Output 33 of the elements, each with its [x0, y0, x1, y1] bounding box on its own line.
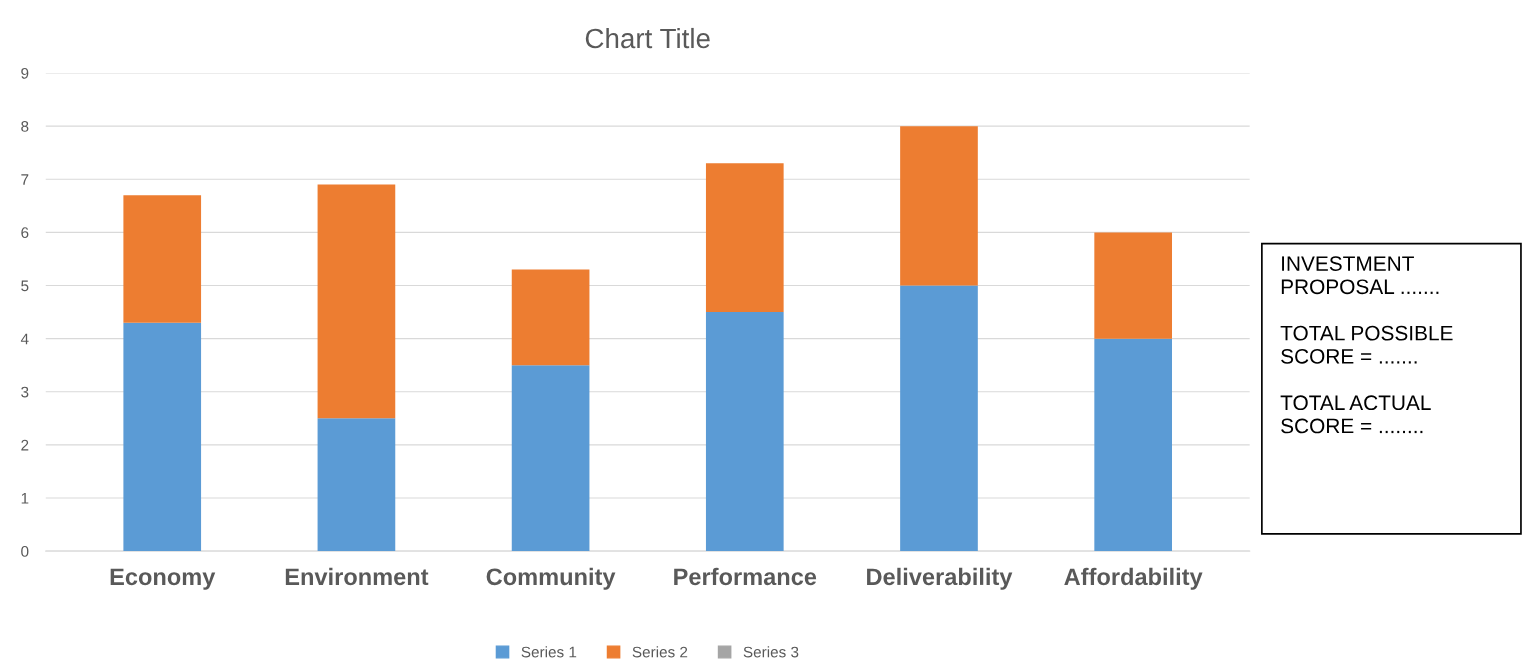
- text: INVESTMENT PROPOSAL ....... TOTAL POSSIBLE SCORE = ....... TOTAL ACTUAL SCORE = ........: [1280, 256, 1453, 434]
- x-tick-label: Deliverability: [867, 567, 1013, 590]
- bar: [1094, 232, 1173, 339]
- y-tick-label: 8: [21, 121, 29, 132]
- chart-title: Chart Title: [585, 27, 710, 49]
- x-tick-label: Performance: [674, 567, 817, 586]
- y-tick-label: 2: [21, 439, 29, 451]
- bar: [317, 184, 396, 419]
- x-tick-label: Economy: [110, 568, 216, 590]
- y-tick-label: 0: [21, 545, 29, 557]
- bar: [123, 322, 202, 552]
- bar: [705, 312, 784, 552]
- legend-label: Series 2: [632, 646, 688, 658]
- y-tick-label: 7: [21, 174, 29, 185]
- y-tick-label: 4: [20, 333, 29, 345]
- bar: [900, 285, 978, 552]
- legend-label: Series 1: [521, 646, 577, 658]
- y-tick-label: 1: [21, 493, 29, 504]
- bar: [900, 126, 978, 286]
- y-tick-label: 5: [21, 280, 29, 292]
- bar: [317, 418, 396, 552]
- y-tick-label: 9: [21, 67, 29, 79]
- x-tick-label: Environment: [285, 567, 429, 586]
- bar: [705, 163, 784, 313]
- bar: [511, 269, 590, 366]
- x-tick-label: Affordability: [1064, 567, 1203, 590]
- x-tick-label: Community: [486, 567, 616, 590]
- y-tick-label: 6: [21, 227, 29, 239]
- y-tick-label: 3: [21, 386, 29, 398]
- bar: [511, 365, 590, 552]
- legend-label: Series 3: [743, 646, 799, 658]
- bar: [123, 195, 202, 323]
- bar: [1094, 338, 1173, 552]
